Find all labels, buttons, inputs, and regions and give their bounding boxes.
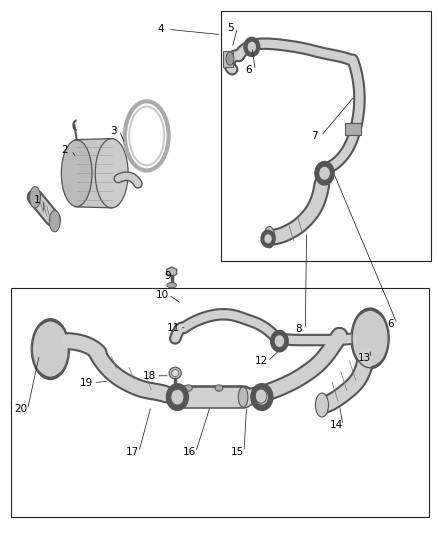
Text: 10: 10 — [155, 290, 169, 300]
Text: 4: 4 — [158, 25, 165, 34]
Ellipse shape — [226, 52, 234, 66]
Ellipse shape — [29, 187, 40, 208]
Circle shape — [251, 384, 273, 410]
Text: 7: 7 — [311, 131, 318, 141]
Ellipse shape — [49, 211, 60, 232]
Ellipse shape — [37, 328, 64, 370]
Ellipse shape — [172, 370, 179, 376]
Ellipse shape — [32, 320, 68, 378]
Text: 14: 14 — [330, 421, 343, 430]
Circle shape — [255, 389, 267, 403]
Text: 19: 19 — [80, 378, 93, 387]
Text: 8: 8 — [295, 325, 302, 334]
Text: 5: 5 — [227, 23, 234, 33]
Text: 12: 12 — [254, 357, 268, 366]
Ellipse shape — [61, 140, 92, 206]
Circle shape — [271, 330, 288, 352]
Circle shape — [171, 389, 184, 405]
Ellipse shape — [215, 385, 223, 391]
Text: 1: 1 — [34, 195, 41, 205]
Bar — [221, 11, 431, 261]
Circle shape — [264, 233, 272, 244]
Text: 15: 15 — [231, 447, 244, 457]
Text: 2: 2 — [61, 146, 68, 155]
Bar — [223, 51, 233, 67]
Bar — [74, 139, 114, 208]
Ellipse shape — [184, 385, 192, 391]
Circle shape — [247, 41, 257, 53]
Bar — [11, 288, 429, 517]
Circle shape — [244, 37, 260, 56]
Circle shape — [319, 166, 330, 180]
Polygon shape — [167, 267, 177, 277]
Text: 6: 6 — [245, 66, 252, 75]
Ellipse shape — [264, 227, 275, 248]
Circle shape — [166, 384, 188, 410]
Text: 9: 9 — [164, 271, 171, 281]
Text: 11: 11 — [166, 323, 180, 333]
Circle shape — [274, 335, 285, 348]
Text: 13: 13 — [358, 353, 371, 363]
Ellipse shape — [95, 139, 128, 208]
Ellipse shape — [173, 387, 182, 407]
Circle shape — [255, 389, 268, 405]
Text: 17: 17 — [126, 447, 139, 457]
Text: 6: 6 — [387, 319, 394, 329]
Ellipse shape — [238, 387, 248, 407]
Ellipse shape — [357, 317, 383, 360]
Text: 16: 16 — [183, 447, 196, 457]
Ellipse shape — [169, 367, 181, 379]
Circle shape — [261, 230, 275, 247]
Text: 18: 18 — [143, 371, 156, 381]
Circle shape — [251, 384, 271, 408]
Ellipse shape — [167, 282, 177, 288]
Ellipse shape — [352, 309, 388, 368]
Ellipse shape — [315, 393, 328, 417]
Circle shape — [315, 161, 334, 185]
Text: 20: 20 — [14, 405, 28, 414]
Bar — [345, 123, 361, 135]
Text: 3: 3 — [110, 126, 117, 135]
